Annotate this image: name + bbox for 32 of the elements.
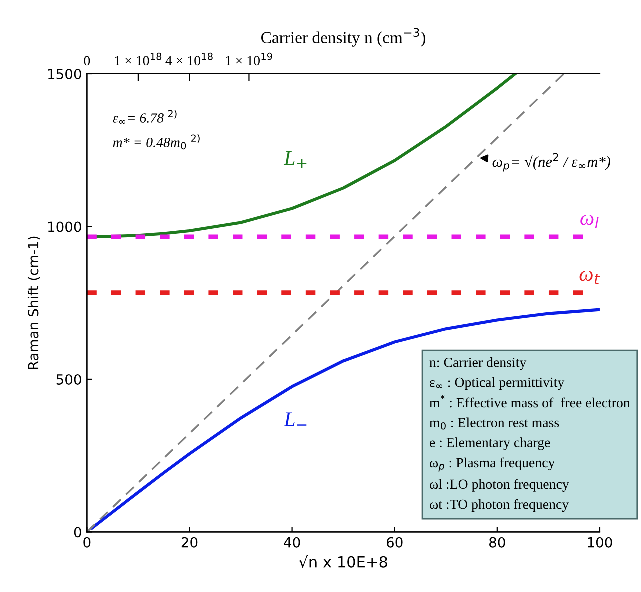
x-tick-label: 20 [182, 537, 198, 548]
x2-axis-title: Carrier density n (cm$^{−3}$) [262, 28, 426, 47]
y-tick-label: 1500 [48, 68, 82, 80]
annotation: m$^{*}$ : Effective mass of free electron [430, 395, 630, 408]
annotation: ε$_{∞}$ : Optical permittivity [430, 377, 565, 390]
annotation: 0 [181, 142, 186, 150]
annotation: m$_{0}$ : Electron rest mass [430, 418, 560, 430]
annotation: n: Carrier density [430, 358, 527, 370]
annotation: ωl :LO photon frequency [430, 479, 570, 492]
annotation: ω$_{p}$= √(ne$^{2}$ / ε$_{∞}$m*) [492, 153, 610, 172]
annotation: ωt :TO photon frequency [430, 499, 570, 512]
ref-line-label: ω$_{t}$ [580, 271, 600, 284]
ref-line-label: ω$_{l}$ [580, 215, 599, 228]
x-tick-label: 100 [588, 537, 612, 548]
annotation: ω$_{p}$ : Plasma frequency [430, 458, 556, 472]
series-label: L$_{−}$ [284, 412, 307, 426]
text: 4 × 10$^{18}$ [166, 52, 213, 66]
annotation: ε$_{∞}$= 6.78 $^{2)}$ [113, 110, 177, 124]
y-tick-label: 1000 [48, 222, 82, 232]
text: 0 [84, 56, 90, 66]
y-tick-label: 500 [56, 374, 82, 385]
text: 1 × 10$^{18}$ [115, 52, 162, 66]
series-label: L$_{+}$ [284, 151, 307, 168]
text: 1 × 10$^{19}$ [226, 52, 272, 66]
x-tick-label: 60 [386, 537, 403, 548]
x-tick-label: 40 [284, 537, 300, 548]
x-tick-label: 0 [84, 537, 91, 548]
x-tick-label: 80 [490, 537, 506, 548]
y-axis-title: Raman Shift (cm-1) [28, 236, 40, 370]
x-axis-title: √n x 10E+8 [299, 555, 388, 568]
annotation: e : Elementary charge [430, 438, 550, 450]
y-tick-label: 0 [74, 527, 82, 538]
